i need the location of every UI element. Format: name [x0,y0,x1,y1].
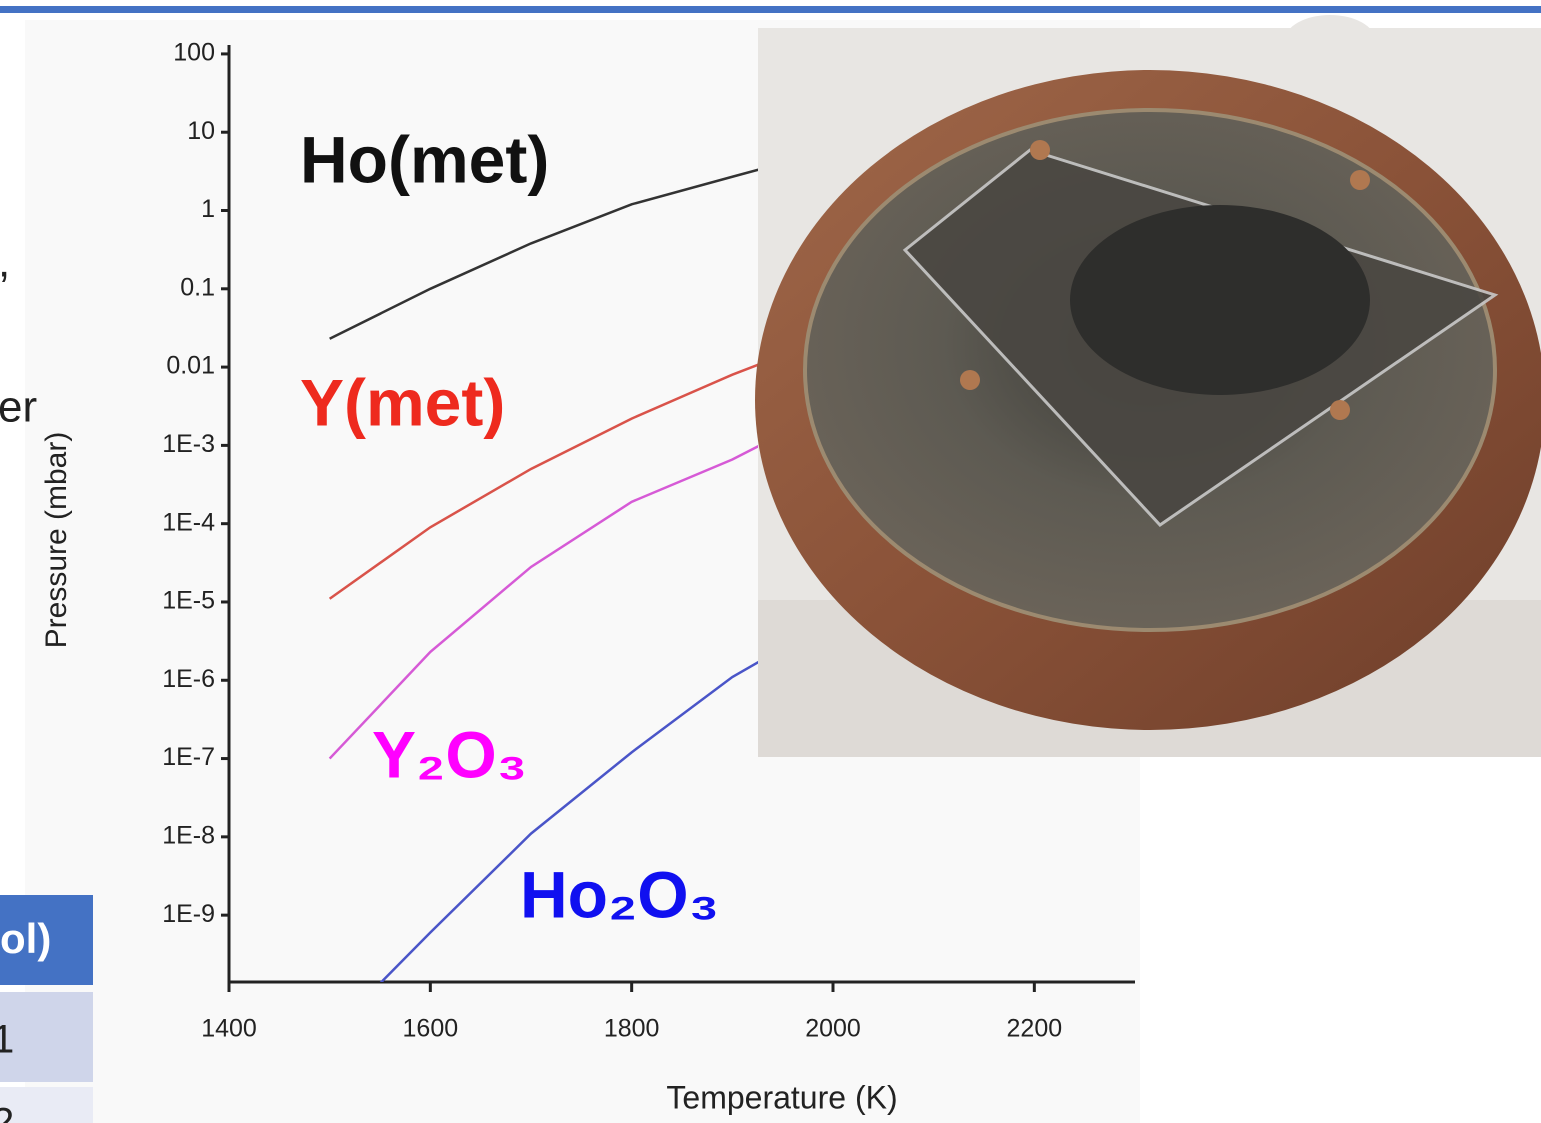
series-label: Y(met) [300,365,505,439]
x-tick-label: 2000 [805,1015,861,1043]
series-label: Y₂O₃ [372,717,527,791]
top-bar [0,6,1541,13]
y-tick-label: 1E-7 [162,743,215,771]
y-tick-label: 1 [201,195,215,223]
text-fragment: er [0,383,37,432]
deposit [1070,205,1370,395]
screw [1350,170,1370,190]
text-fragment: , [0,238,10,287]
screw [1330,400,1350,420]
series-label: Ho₂O₃ [520,857,719,931]
slide: , er ol) 1 2 Pressure (mbar) Temperature… [0,0,1541,1123]
y-tick-label: 1E-8 [162,821,215,849]
screw [960,370,980,390]
y-tick-label: 1E-4 [162,508,215,536]
notch [1285,15,1375,65]
table-header: ol) [0,915,51,962]
table-cell-text: 1 [0,1018,14,1062]
photo [755,15,1541,757]
x-tick-label: 1400 [201,1015,257,1043]
y-tick-label: 1E-6 [162,665,215,693]
y-tick-label: 10 [187,117,215,145]
y-tick-label: 0.01 [166,352,215,380]
x-tick-label: 2200 [1007,1015,1063,1043]
y-tick-label: 1E-3 [162,430,215,458]
y-tick-label: 100 [173,39,215,67]
screw [1030,140,1050,160]
x-tick-label: 1800 [604,1015,660,1043]
y-axis-label: Pressure (mbar) [40,432,73,649]
x-tick-label: 1600 [403,1015,459,1043]
series-label: Ho(met) [300,122,549,196]
y-tick-label: 0.1 [180,273,215,301]
y-tick-label: 1E-9 [162,900,215,928]
x-axis-label: Temperature (K) [666,1079,897,1115]
table-cell-text: 2 [0,1101,14,1123]
y-tick-label: 1E-5 [162,587,215,615]
